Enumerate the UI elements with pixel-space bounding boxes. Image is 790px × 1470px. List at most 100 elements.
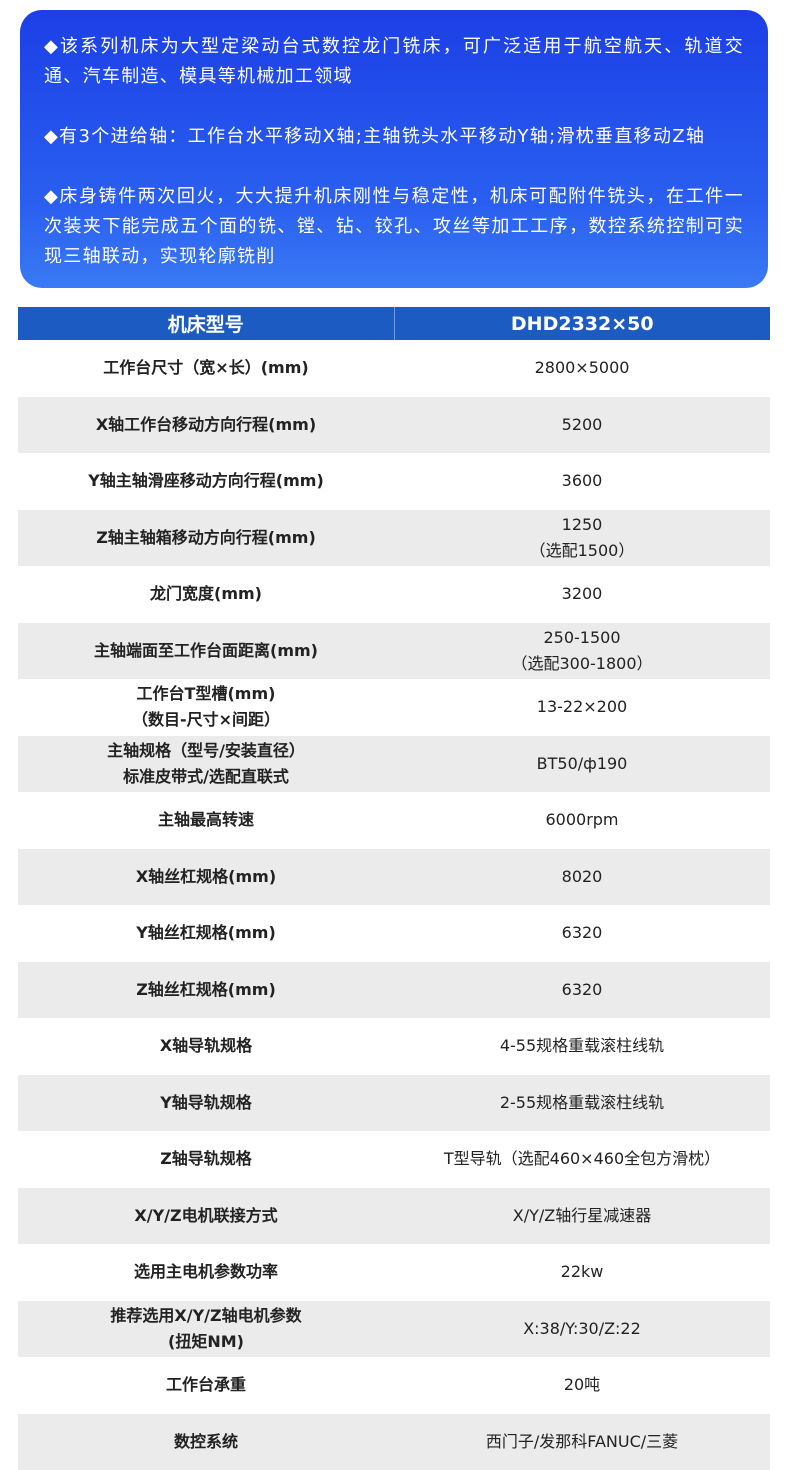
label-cell: Z轴导轨规格 — [18, 1131, 394, 1188]
table-row: 工作台T型槽(mm) （数目-尺寸×间距） 13-22×200 — [18, 679, 770, 736]
cell-line: 主轴最高转速 — [157, 810, 254, 830]
cell-line: （选配300-1800） — [511, 653, 653, 673]
cell-line: 3200 — [561, 584, 603, 604]
label-cell: 选用主电机参数功率 — [18, 1244, 394, 1301]
value-cell: 2800×5000 — [394, 340, 770, 397]
value-cell: 6320 — [394, 905, 770, 962]
cell-line: 主轴规格（型号/安装直径） — [107, 740, 305, 760]
cell-line: （数目-尺寸×间距） — [131, 710, 281, 730]
table-row: 龙门宽度(mm) 3200 — [18, 566, 770, 623]
value-cell: 6320 — [394, 962, 770, 1019]
value-cell: 20吨 — [394, 1357, 770, 1414]
cell-line: 8020 — [561, 866, 603, 886]
intro-paragraph: ◆床身铸件两次回火，大大提升机床刚性与稳定性，机床可配附件铣头，在工件一次装夹下… — [44, 186, 744, 267]
label-cell: 工作台T型槽(mm) （数目-尺寸×间距） — [18, 679, 394, 736]
cell-line: X/Y/Z轴行星减速器 — [512, 1205, 652, 1225]
value-cell: 3600 — [394, 453, 770, 510]
label-cell: X轴导轨规格 — [18, 1018, 394, 1075]
value-cell: 3200 — [394, 566, 770, 623]
cell-line: 工作台T型槽(mm) — [136, 684, 276, 704]
label-cell: 工作台尺寸（宽×长）(mm) — [18, 340, 394, 397]
value-cell: T型导轨（选配460×460全包方滑枕） — [394, 1131, 770, 1188]
table-row: 主轴最高转速 6000rpm — [18, 792, 770, 849]
cell-line: Z轴主轴箱移动方向行程(mm) — [96, 527, 316, 547]
cell-line: 工作台承重 — [165, 1375, 246, 1395]
cell-line: 数控系统 — [173, 1431, 238, 1451]
table-row: Z轴导轨规格 T型导轨（选配460×460全包方滑枕） — [18, 1131, 770, 1188]
table-row: X轴导轨规格 4-55规格重载滚柱线轨 — [18, 1018, 770, 1075]
label-cell: Y轴丝杠规格(mm) — [18, 905, 394, 962]
label-cell: Y轴主轴滑座移动方向行程(mm) — [18, 453, 394, 510]
cell-line: 3600 — [561, 471, 603, 491]
cell-line: 1250 — [561, 514, 603, 534]
label-cell: X轴丝杠规格(mm) — [18, 849, 394, 906]
intro-paragraph: ◆有3个进给轴：工作台水平移动X轴;主轴铣头水平移动Y轴;滑枕垂直移动Z轴 — [44, 126, 706, 147]
cell-line: X/Y/Z电机联接方式 — [134, 1205, 278, 1225]
table-row: 工作台尺寸（宽×长）(mm) 2800×5000 — [18, 340, 770, 397]
value-cell: 4-55规格重载滚柱线轨 — [394, 1018, 770, 1075]
cell-line: 主轴端面至工作台面距离(mm) — [94, 640, 318, 660]
label-cell: 数控系统 — [18, 1414, 394, 1470]
cell-line: 标准皮带式/选配直联式 — [123, 766, 289, 786]
cell-line: Z轴导轨规格 — [160, 1149, 252, 1169]
cell-line: 22kw — [560, 1262, 604, 1282]
table-row: 数控系统 西门子/发那科FANUC/三菱 — [18, 1413, 770, 1470]
cell-line: X轴丝杠规格(mm) — [135, 866, 277, 886]
cell-line: 6000rpm — [545, 810, 619, 830]
label-cell: Z轴主轴箱移动方向行程(mm) — [18, 510, 394, 567]
cell-line: 2800×5000 — [534, 358, 630, 378]
value-cell: 250-1500 （选配300-1800） — [394, 623, 770, 680]
cell-line: Y轴主轴滑座移动方向行程(mm) — [88, 471, 324, 491]
label-cell: X/Y/Z电机联接方式 — [18, 1188, 394, 1245]
intro-paragraph: ◆该系列机床为大型定梁动台式数控龙门铣床，可广泛适用于航空航天、轨道交通、汽车制… — [44, 36, 744, 87]
cell-line: X轴导轨规格 — [159, 1036, 253, 1056]
cell-line: X:38/Y:30/Z:22 — [523, 1318, 641, 1338]
table-header: 机床型号 DHD2332×50 — [18, 307, 770, 340]
value-cell: 13-22×200 — [394, 679, 770, 736]
cell-line: （选配1500） — [529, 540, 635, 560]
value-cell: X/Y/Z轴行星减速器 — [394, 1188, 770, 1245]
cell-line: 13-22×200 — [536, 697, 628, 717]
cell-line: Z轴丝杠规格(mm) — [136, 979, 276, 999]
table-row: Y轴主轴滑座移动方向行程(mm) 3600 — [18, 453, 770, 510]
table-row: 选用主电机参数功率 22kw — [18, 1244, 770, 1301]
cell-line: 6320 — [561, 923, 603, 943]
value-cell: 西门子/发那科FANUC/三菱 — [394, 1414, 770, 1470]
cell-line: 工作台尺寸（宽×长）(mm) — [103, 358, 309, 378]
value-cell: 6000rpm — [394, 792, 770, 849]
label-cell: Z轴丝杠规格(mm) — [18, 962, 394, 1019]
table-row: X轴工作台移动方向行程(mm) 5200 — [18, 396, 770, 454]
label-cell: X轴工作台移动方向行程(mm) — [18, 397, 394, 454]
cell-line: Y轴丝杠规格(mm) — [136, 923, 276, 943]
cell-line: 龙门宽度(mm) — [150, 584, 262, 604]
label-cell: Y轴导轨规格 — [18, 1075, 394, 1132]
table-row: 主轴端面至工作台面距离(mm) 250-1500 （选配300-1800） — [18, 622, 770, 680]
label-cell: 工作台承重 — [18, 1357, 394, 1414]
table-row: Z轴主轴箱移动方向行程(mm) 1250 （选配1500） — [18, 509, 770, 567]
cell-line: (扭矩NM) — [168, 1331, 244, 1351]
cell-line: 5200 — [561, 414, 603, 434]
value-cell: 2-55规格重载滚柱线轨 — [394, 1075, 770, 1132]
label-cell: 推荐选用X/Y/Z轴电机参数 (扭矩NM) — [18, 1301, 394, 1358]
header-cell: 机床型号 — [18, 307, 395, 340]
table-row: Y轴导轨规格 2-55规格重载滚柱线轨 — [18, 1074, 770, 1132]
table-row: 主轴规格（型号/安装直径） 标准皮带式/选配直联式 BT50/ф190 — [18, 735, 770, 793]
table-row: Y轴丝杠规格(mm) 6320 — [18, 905, 770, 962]
intro-box: ◆该系列机床为大型定梁动台式数控龙门铣床，可广泛适用于航空航天、轨道交通、汽车制… — [20, 10, 768, 288]
cell-line: T型导轨（选配460×460全包方滑枕） — [443, 1149, 721, 1169]
value-cell: 8020 — [394, 849, 770, 906]
cell-line: 4-55规格重载滚柱线轨 — [499, 1036, 665, 1056]
cell-line: BT50/ф190 — [536, 753, 628, 773]
cell-line: X轴工作台移动方向行程(mm) — [95, 414, 317, 434]
value-cell: 1250 （选配1500） — [394, 510, 770, 567]
cell-line: 20吨 — [563, 1375, 601, 1395]
cell-line: 推荐选用X/Y/Z轴电机参数 — [110, 1305, 302, 1325]
table-row: 推荐选用X/Y/Z轴电机参数 (扭矩NM) X:38/Y:30/Z:22 — [18, 1300, 770, 1358]
label-cell: 主轴端面至工作台面距离(mm) — [18, 623, 394, 680]
spec-table: 机床型号 DHD2332×50 工作台尺寸（宽×长）(mm) 2800×5000 X… — [18, 307, 770, 1470]
table-row: Z轴丝杠规格(mm) 6320 — [18, 961, 770, 1019]
table-row: 工作台承重 20吨 — [18, 1357, 770, 1414]
value-cell: BT50/ф190 — [394, 736, 770, 793]
cell-line: 西门子/发那科FANUC/三菱 — [485, 1431, 679, 1451]
table-row: X轴丝杠规格(mm) 8020 — [18, 848, 770, 906]
